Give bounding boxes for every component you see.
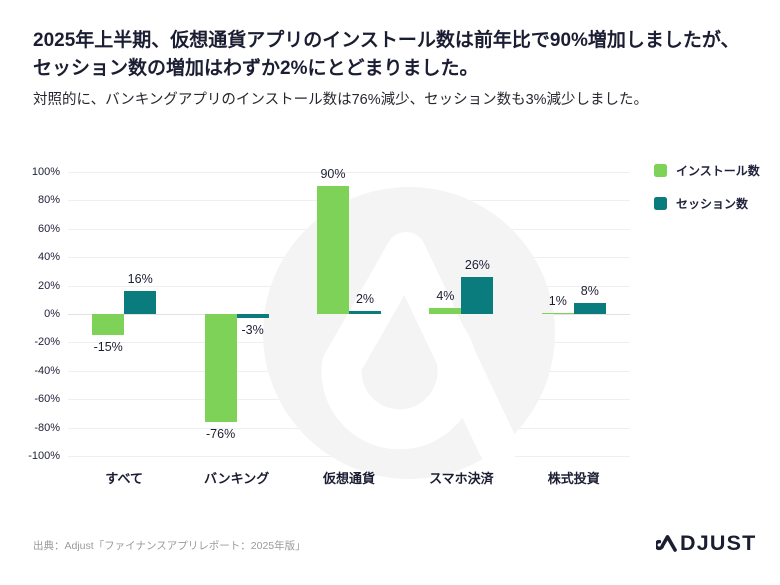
gridline	[68, 257, 630, 259]
y-axis-tick: -60%	[34, 393, 60, 406]
legend-item: セッション数	[654, 195, 760, 212]
bar-インストール数-スマホ決済	[429, 308, 462, 314]
y-axis-tick: 20%	[37, 279, 60, 292]
bar-インストール数-バンキング	[204, 314, 237, 422]
legend-item: インストール数	[654, 162, 760, 179]
y-axis-tick: 0%	[44, 308, 60, 320]
gridline	[68, 172, 630, 173]
y-axis-tick: -100%	[28, 450, 60, 462]
y-axis-tick: 60%	[37, 222, 60, 235]
bar-セッション数-株式投資	[573, 302, 606, 314]
bar-セッション数-スマホ決済	[461, 277, 494, 314]
y-axis-tick: -40%	[34, 364, 60, 377]
adjust-logo-text: DJUST	[680, 531, 757, 555]
plot-area: 100% 80% 60% 40% 20% 0% -20% -40% -60% -80% -100% す…	[28, 166, 630, 486]
y-axis-tick: -80%	[34, 421, 60, 434]
gridline	[68, 370, 630, 372]
legend-label: インストール数	[676, 164, 760, 178]
legend-label: セッション数	[676, 197, 749, 211]
value-label: 90%	[320, 167, 346, 182]
x-axis-label: 仮想通貨	[322, 471, 375, 486]
gridline	[68, 456, 630, 457]
gridline	[68, 200, 630, 202]
x-axis-label: バンキング	[203, 471, 270, 486]
legend-swatch	[654, 197, 667, 210]
value-label: 16%	[127, 272, 153, 287]
chart-legend: インストール数 セッション数	[654, 162, 760, 228]
y-axis-tick: -20%	[34, 336, 60, 349]
value-label: -76%	[206, 426, 236, 441]
gridline	[68, 427, 630, 429]
value-label: -15%	[93, 340, 123, 355]
page-title: 2025年上半期、仮想通貨アプリのインストール数は前年比で90%増加しましたが、…	[33, 27, 753, 82]
gridline	[68, 228, 630, 230]
value-label: 2%	[355, 292, 375, 307]
bar-インストール数-株式投資	[541, 312, 574, 314]
bar-インストール数-すべて	[92, 314, 125, 336]
source-note: 出典：Adjust「ファイナンスアプリレポート：2025年版」	[33, 540, 306, 552]
page-title-line2: セッション数の増加はわずか2%にとどまりました。	[33, 57, 479, 79]
page-title-line1: 2025年上半期、仮想通貨アプリのインストール数は前年比で90%増加しましたが、	[33, 30, 740, 51]
bar-セッション数-バンキング	[236, 314, 269, 319]
value-label: -3%	[241, 323, 264, 338]
legend-swatch	[654, 164, 667, 177]
value-label: 26%	[464, 258, 490, 273]
y-axis-tick: 100%	[31, 166, 60, 178]
zero-line	[68, 314, 630, 315]
adjust-logomark-icon	[656, 535, 677, 552]
x-axis-label: 株式投資	[547, 471, 600, 486]
y-axis-tick: 80%	[37, 194, 60, 207]
adjust-logo: DJUST	[656, 531, 756, 555]
x-axis-label: すべて	[105, 471, 143, 486]
gridline	[68, 399, 630, 401]
x-axis-label: スマホ決済	[429, 471, 494, 486]
value-label: 8%	[580, 283, 599, 298]
y-axis-tick: 40%	[37, 251, 60, 264]
bar-セッション数-仮想通貨	[349, 311, 381, 314]
page-subtitle: 対照的に、バンキングアプリのインストール数は76%減少、セッション数も3%減少し…	[33, 92, 649, 108]
gridline	[68, 342, 630, 344]
bar-セッション数-すべて	[124, 291, 157, 314]
